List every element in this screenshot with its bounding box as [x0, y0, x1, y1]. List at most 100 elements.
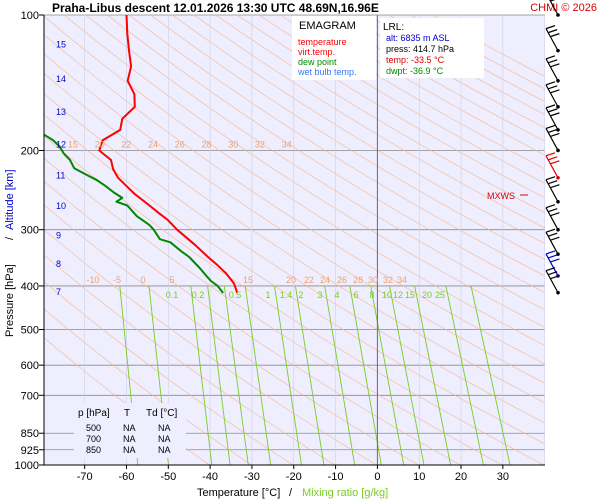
legend-title: EMAGRAM — [299, 20, 356, 32]
altitude-tick-label: 7 — [56, 287, 61, 297]
adiabat-lines — [44, 15, 545, 465]
dry-adiabat — [85, 15, 545, 311]
isotherm-label: 26 — [175, 139, 185, 149]
wind-barb — [545, 204, 560, 232]
mixing-ratio-line — [324, 285, 356, 465]
table-cell: NA — [123, 445, 136, 455]
series-line-temperature — [98, 15, 239, 294]
table-header-t: T — [124, 408, 130, 419]
altitude-tick-label: 10 — [56, 201, 66, 211]
mixing-ratio-label: 0.1 — [166, 290, 179, 300]
legend-item-virtual-temperature: virt.temp. — [298, 47, 335, 57]
temperature-tick-label: -70 — [77, 471, 93, 483]
wind-barb — [545, 152, 560, 180]
altitude-tick-label: 15 — [56, 39, 66, 49]
x-axis-title-temperature: Temperature [°C] — [197, 487, 280, 499]
dry-adiabat — [44, 73, 545, 404]
y-axis-title-separator: / — [4, 236, 16, 240]
mixing-ratio-line — [445, 285, 484, 465]
isotherm-label: 20 — [95, 139, 105, 149]
isotherm-label: -5 — [113, 275, 121, 285]
mixing-ratio-line — [274, 285, 302, 465]
wind-barb — [545, 25, 560, 53]
pressure-tick-label: 850 — [21, 428, 39, 440]
dry-adiabat — [44, 254, 336, 465]
pressure-tick-label: 1000 — [15, 460, 39, 472]
mixing-ratio-line — [414, 285, 452, 465]
x-axis-title-separator: / — [289, 487, 293, 499]
mixing-ratio-label: 2 — [298, 290, 303, 300]
table-cell: NA — [158, 445, 171, 455]
pressure-tick-label: 700 — [21, 390, 39, 402]
temperature-tick-label: -10 — [328, 471, 344, 483]
x-axis-title-mixing-ratio: Mixing ratio [g/kg] — [302, 487, 388, 499]
isotherm-label: -10 — [86, 275, 99, 285]
legend-item-dew-point: dew point — [298, 57, 337, 67]
wind-barb — [545, 228, 560, 256]
isotherm-label: 22 — [304, 275, 314, 285]
wind-barb — [545, 81, 560, 109]
isotherm-label: 34 — [397, 275, 407, 285]
dry-adiabat — [63, 15, 545, 328]
plot-background — [44, 15, 545, 465]
mixing-ratio-line — [190, 285, 213, 465]
pressure-tick-label: 200 — [21, 145, 39, 157]
legend-item-wet-bulb: wet bulb temp. — [297, 67, 357, 77]
lrl-pressure: press: 414.7 hPa — [386, 44, 454, 54]
isotherm-label: 34 — [282, 139, 292, 149]
temperature-tick-label: 10 — [413, 471, 425, 483]
isotherm-label: 24 — [320, 275, 330, 285]
y-axis-title-altitude: Altitude [km] — [4, 169, 16, 230]
mixing-ratio-label: 20 — [422, 290, 432, 300]
isotherm-label: 30 — [368, 275, 378, 285]
legend: EMAGRAM temperature virt.temp. dew point… — [292, 16, 376, 80]
mixing-ratio-line — [370, 285, 405, 465]
mixing-ratio-line — [470, 285, 511, 465]
table-cell: 700 — [86, 434, 101, 444]
dry-adiabat — [107, 15, 545, 294]
pressure-tick-label: 500 — [21, 325, 39, 337]
isotherm-label: 20 — [286, 275, 296, 285]
dry-adiabat — [193, 15, 545, 229]
table-cell: 850 — [86, 445, 101, 455]
temperature-tick-label: 0 — [374, 471, 380, 483]
dry-adiabat — [44, 281, 294, 465]
mixing-ratio-label: 4 — [334, 290, 339, 300]
isotherm-label: 26 — [337, 275, 347, 285]
dry-adiabat — [44, 308, 252, 465]
isotherm-label: 15 — [68, 139, 78, 149]
dry-adiabat — [44, 93, 545, 424]
pressure-tick-label: 100 — [21, 10, 39, 22]
table-header-p: p [hPa] — [78, 408, 110, 419]
wind-barb — [549, 0, 560, 17]
mixing-ratio-line — [389, 285, 425, 465]
wind-barb — [545, 104, 560, 132]
value-table-background — [74, 403, 186, 458]
mixing-ratio-label: 0.2 — [192, 290, 205, 300]
dry-adiabat — [44, 34, 545, 365]
wind-barb — [545, 176, 560, 204]
isotherm-label: 24 — [148, 139, 158, 149]
dry-adiabat — [44, 180, 461, 465]
isotherm-label: 28 — [353, 275, 363, 285]
altitude-tick-label: 11 — [56, 171, 65, 181]
isotherm-label: 5 — [169, 275, 174, 285]
isotherm-lines — [84, 15, 545, 465]
table-cell: NA — [158, 423, 171, 433]
isotherm-label: 28 — [201, 139, 211, 149]
wind-barb — [545, 55, 560, 83]
chart-title: Praha-Libus descent 12.01.2026 13:30 UTC… — [52, 1, 379, 15]
mixing-ratio-line — [294, 285, 325, 465]
isotherm-label: 15 — [243, 275, 253, 285]
mixing-ratio-label: 1.4 — [280, 290, 293, 300]
lrl-box-background — [380, 18, 484, 78]
lrl-title: LRL: — [383, 22, 404, 33]
table-cell: NA — [123, 423, 136, 433]
temperature-tick-label: -40 — [202, 471, 218, 483]
altitude-tick-label: 8 — [56, 259, 61, 269]
temperature-tick-label: -30 — [244, 471, 260, 483]
lrl-altitude: alt: 6835 m ASL — [386, 33, 450, 43]
dry-adiabat — [150, 15, 545, 260]
